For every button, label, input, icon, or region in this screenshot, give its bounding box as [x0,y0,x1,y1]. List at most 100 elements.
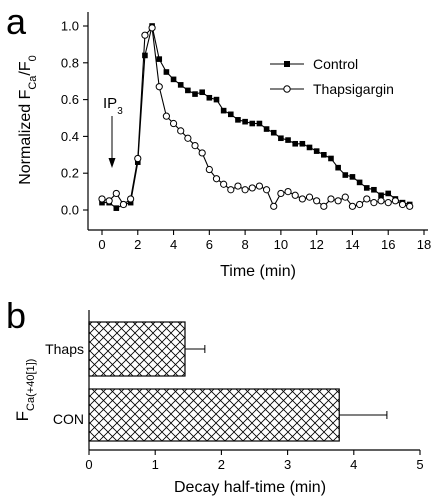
data-point-control [134,159,141,165]
data-point-thapsigargin [305,193,314,201]
data-point-thapsigargin [356,200,364,209]
legend-item-thapsigargin: Thapsigargin [270,81,394,97]
data-point-control [263,126,270,132]
x-tick-label-16: 16 [381,237,395,252]
data-point-thapsigargin [141,31,149,39]
data-point-control [363,185,370,191]
data-point-thapsigargin [162,112,170,120]
data-point-thapsigargin [255,182,264,190]
legend-marker-thapsigargin [283,85,291,93]
data-point-control [242,118,248,125]
data-point-thapsigargin [127,195,135,203]
b-x-tick-label-4: 4 [350,457,357,472]
x-tick-label-2: 2 [134,237,141,252]
b-x-tick-label-5: 5 [416,457,423,472]
ip3-arrow-head [108,158,116,168]
panel-b-y-title-sub: Ca(+40[1]) [25,359,37,411]
x-tick-label-4: 4 [170,237,177,252]
data-point-thapsigargin [205,165,213,174]
data-point-control [321,152,327,158]
data-point-thapsigargin [248,184,256,192]
panel-a-y-axis-title: Normalized FCa/F0 [17,55,39,185]
y-title-sub-0: 0 [27,55,39,61]
y-tick-label-1.0: 1.0 [61,19,79,34]
b-x-tick-label-2: 2 [218,457,225,472]
data-point-thapsigargin [234,182,242,190]
legend-label-thapsigargin: Thapsigargin [313,81,394,97]
series-line-thapsigargin [101,26,410,208]
data-point-thapsigargin [313,197,321,205]
panel-b-bars: Thaps CON [45,321,388,442]
data-point-control [378,192,384,199]
data-point-thapsigargin [184,134,192,142]
series-line-control [102,25,410,209]
panel-a-y-ticks: 0.0 0.2 0.4 0.6 0.8 1.0 [61,19,88,218]
x-tick-label-10: 10 [274,237,288,252]
data-point-thapsigargin [370,199,378,207]
y-tick-label-0.0: 0.0 [61,203,79,218]
data-point-thapsigargin [391,197,399,205]
data-point-thapsigargin [341,193,349,201]
data-point-control [278,135,284,142]
x-tick-label-12: 12 [309,237,323,252]
data-point-control [213,96,220,103]
data-point-control [185,87,191,94]
data-point-control [206,94,213,101]
data-point-thapsigargin [241,186,249,194]
panel-a-series [98,23,414,211]
data-point-control [356,179,363,186]
y-tick-label-0.4: 0.4 [61,129,79,144]
legend-label-control: Control [313,56,358,72]
b-x-tick-label-3: 3 [284,457,291,472]
b-x-tick-label-0: 0 [85,457,92,472]
data-point-thapsigargin [270,202,278,210]
ip3-label: IP3 [103,95,123,117]
panel-b: b FCa(+40[1]) Thaps CON 0 1 2 3 4 5 Decay half… [6,295,424,496]
data-point-control [235,117,241,123]
data-point-control [349,174,356,180]
data-point-control [99,199,105,206]
data-point-control [163,69,170,75]
panel-b-x-axis-title: Decay half-time (min) [174,479,326,496]
data-point-thapsigargin [348,202,357,210]
data-point-thapsigargin [134,154,142,163]
data-point-thapsigargin [363,195,371,203]
data-point-thapsigargin [198,149,206,157]
data-point-control [228,111,234,118]
panel-b-y-title-main: F [13,411,32,421]
data-point-control [313,148,320,154]
data-point-control [192,91,198,97]
data-point-control [127,199,134,206]
legend-item-control: Control [270,56,358,72]
data-point-thapsigargin [277,189,285,198]
data-point-thapsigargin [384,199,392,207]
data-point-thapsigargin [291,191,299,199]
data-point-thapsigargin [227,186,235,194]
data-point-thapsigargin [327,195,335,203]
x-tick-label-6: 6 [206,237,213,252]
data-point-thapsigargin [334,197,342,205]
data-point-thapsigargin [298,195,306,203]
data-point-thapsigargin [98,195,106,203]
data-point-control [285,137,291,143]
data-point-control [328,155,334,162]
data-point-control [385,190,392,197]
panel-b-y-axis-title: FCa(+40[1]) [13,359,37,422]
panel-a-letter: a [6,1,27,42]
data-point-control [170,76,177,83]
y-title-sub-ca: Ca [27,75,39,90]
y-tick-label-0.2: 0.2 [61,166,79,181]
data-point-thapsigargin [112,189,120,198]
panel-b-x-ticks: 0 1 2 3 4 5 [85,450,424,472]
bar-con [88,388,340,442]
y-tick-label-0.6: 0.6 [61,92,79,107]
data-point-thapsigargin [377,197,385,205]
ip3-label-sub: 3 [117,106,123,117]
b-x-tick-label-1: 1 [152,457,159,472]
data-point-thapsigargin [155,83,163,91]
x-tick-label-0: 0 [98,237,105,252]
data-point-control [113,205,120,211]
data-point-thapsigargin [212,175,221,183]
category-label-con: CON [53,411,84,427]
